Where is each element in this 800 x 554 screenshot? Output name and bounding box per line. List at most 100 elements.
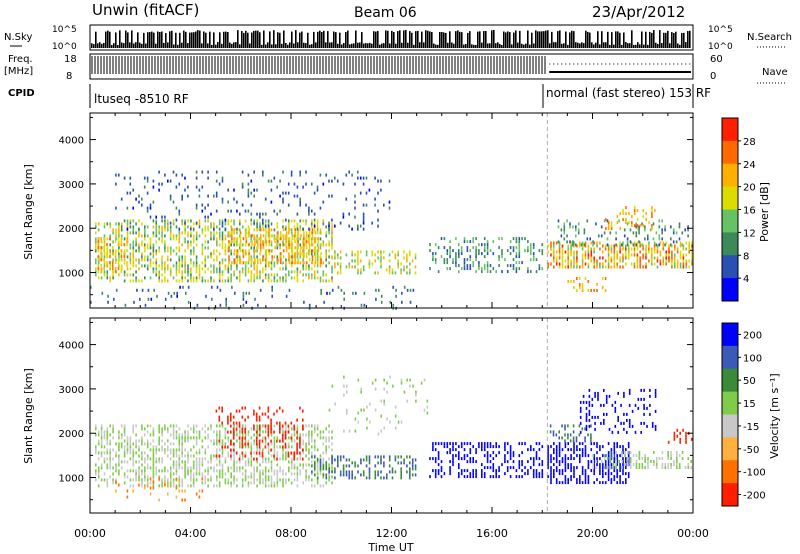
data-cell xyxy=(311,424,313,428)
data-cell xyxy=(492,451,495,455)
data-cell xyxy=(141,484,143,488)
data-cell xyxy=(633,241,636,245)
data-cell xyxy=(250,445,253,449)
data-cell xyxy=(109,237,111,241)
data-cell xyxy=(570,262,572,266)
data-cell xyxy=(155,451,158,455)
data-cell xyxy=(247,433,250,437)
data-cell xyxy=(357,250,359,254)
data-cell xyxy=(506,466,509,470)
data-cell xyxy=(221,224,224,228)
data-cell xyxy=(687,466,690,469)
data-cell xyxy=(572,240,574,244)
data-cell xyxy=(409,470,411,474)
data-cell xyxy=(290,173,293,177)
colorbar-tick-label: 24 xyxy=(743,160,756,171)
data-cell xyxy=(90,300,92,304)
data-cell xyxy=(164,270,166,274)
data-cell xyxy=(270,478,273,482)
nsky-bar xyxy=(201,43,203,48)
data-cell xyxy=(489,460,492,464)
data-cell xyxy=(449,466,451,470)
data-cell xyxy=(291,234,294,238)
data-cell xyxy=(334,256,336,260)
data-cell xyxy=(512,454,515,458)
data-cell xyxy=(498,466,500,470)
data-cell xyxy=(308,240,310,244)
data-cell xyxy=(584,475,587,479)
data-cell xyxy=(270,466,273,470)
data-cell xyxy=(285,294,288,298)
data-cell xyxy=(607,244,610,248)
data-cell xyxy=(178,182,181,186)
data-cell xyxy=(621,454,623,457)
data-cell xyxy=(579,475,581,479)
data-cell xyxy=(569,225,571,229)
data-cell xyxy=(647,237,649,241)
data-cell xyxy=(515,469,518,473)
data-cell xyxy=(253,475,255,479)
data-cell xyxy=(308,439,310,443)
data-cell xyxy=(325,436,327,440)
data-cell xyxy=(187,194,189,198)
data-cell xyxy=(645,218,647,222)
data-cell xyxy=(587,454,590,458)
data-cell xyxy=(195,185,198,189)
data-cell xyxy=(230,225,232,229)
data-cell xyxy=(103,451,106,455)
data-cell xyxy=(250,442,253,446)
data-cell xyxy=(682,244,685,248)
data-cell xyxy=(112,276,114,280)
data-cell xyxy=(685,265,688,269)
data-cell xyxy=(322,200,325,204)
data-cell xyxy=(481,448,483,452)
data-cell xyxy=(331,234,333,238)
data-cell xyxy=(469,264,472,268)
data-cell xyxy=(625,253,627,257)
data-cell xyxy=(221,421,223,425)
data-cell xyxy=(395,288,397,292)
data-cell xyxy=(215,170,218,174)
data-cell xyxy=(262,228,265,232)
nsky-bar xyxy=(299,32,301,48)
data-cell xyxy=(106,442,109,446)
data-cell xyxy=(273,424,276,428)
data-cell xyxy=(106,264,108,268)
data-cell xyxy=(144,303,147,307)
data-cell xyxy=(380,294,383,298)
data-cell xyxy=(354,461,356,465)
data-cell xyxy=(587,244,590,248)
data-cell xyxy=(210,460,212,464)
data-cell xyxy=(572,430,575,434)
data-cell xyxy=(236,478,238,482)
data-cell xyxy=(392,303,394,307)
data-cell xyxy=(232,433,235,437)
data-cell xyxy=(443,237,446,241)
data-cell xyxy=(256,222,258,226)
data-cell xyxy=(241,267,244,271)
data-cell xyxy=(590,253,593,257)
data-cell xyxy=(486,249,489,253)
data-cell xyxy=(434,469,437,473)
data-cell xyxy=(224,258,227,262)
data-cell xyxy=(581,442,584,446)
data-cell xyxy=(319,237,322,241)
data-cell xyxy=(449,451,451,455)
data-cell xyxy=(636,224,639,228)
data-cell xyxy=(270,475,273,479)
data-cell xyxy=(300,246,302,250)
data-cell xyxy=(221,197,224,201)
nsky-bar xyxy=(263,30,265,48)
data-cell xyxy=(594,421,596,425)
data-cell xyxy=(262,234,265,238)
nsky-bar xyxy=(387,30,389,48)
data-cell xyxy=(158,442,160,446)
data-cell xyxy=(434,243,437,247)
data-cell xyxy=(308,448,310,452)
data-cell xyxy=(530,258,532,262)
data-cell xyxy=(221,221,224,225)
data-cell xyxy=(158,225,160,229)
data-cell xyxy=(612,463,615,466)
data-cell xyxy=(264,228,267,232)
data-cell xyxy=(653,451,655,454)
